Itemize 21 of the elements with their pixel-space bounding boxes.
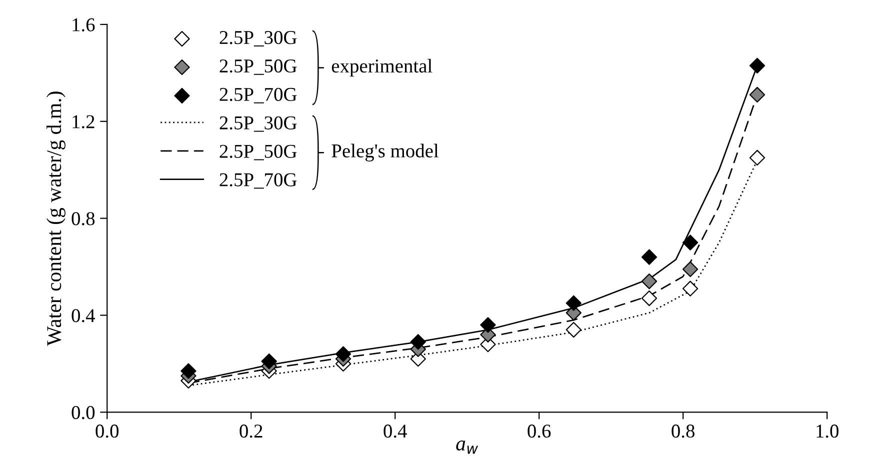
- x-tick-label: 0.4: [384, 424, 407, 438]
- x-tick-label: 0.8: [672, 424, 694, 438]
- annotation: experimental: [332, 58, 432, 77]
- x-axis-title: a$_{w}$: [456, 440, 478, 454]
- legend-label: 2.5P_30G: [220, 116, 297, 132]
- x-tick-label: 1.0: [816, 424, 838, 438]
- x-tick-label: 0.2: [240, 424, 262, 438]
- x-tick-label: 0.0: [96, 424, 119, 438]
- annotation: Peleg's model: [332, 144, 438, 162]
- y-tick-label: 0.8: [72, 212, 95, 226]
- y-tick-label: 0.4: [72, 309, 96, 322]
- y-axis-title: Water content (g water/g d.m.): [46, 92, 66, 346]
- y-tick-label: 0.0: [72, 406, 95, 420]
- legend-label: 2.5P_70G: [220, 88, 297, 104]
- legend-label: 2.5P_70G: [220, 173, 297, 189]
- legend-label: 2.5P_50G: [220, 144, 297, 160]
- y-tick-label: 1.6: [72, 18, 95, 32]
- legend-label: 2.5P_30G: [220, 30, 297, 46]
- x-tick-label: 0.6: [528, 424, 551, 438]
- y-tick-label: 1.2: [72, 115, 94, 128]
- legend-label: 2.5P_50G: [220, 59, 297, 75]
